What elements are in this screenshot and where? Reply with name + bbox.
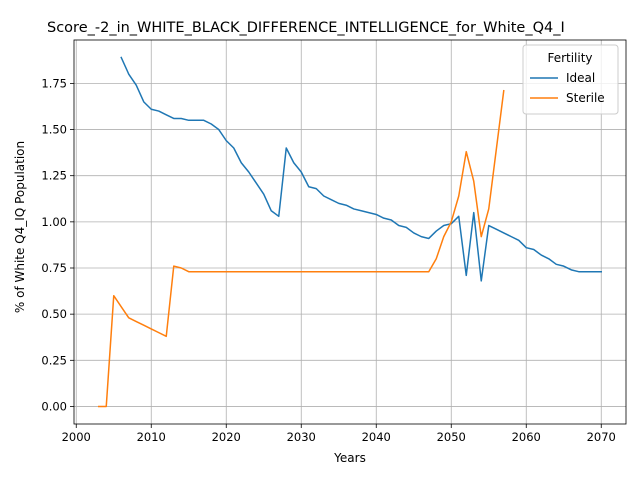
x-tick-label: 2020 [212, 430, 241, 444]
x-tick-label: 2000 [62, 430, 91, 444]
y-axis-label: % of White Q4_IQ Population [13, 141, 27, 313]
x-tick-label: 2050 [437, 430, 466, 444]
x-tick-label: 2060 [512, 430, 541, 444]
series-line-sterile [98, 89, 505, 408]
plot-area [73, 39, 627, 425]
x-tick-label: 2070 [587, 430, 616, 444]
y-tick-label: 0.50 [41, 307, 67, 321]
x-tick-label: 2030 [287, 430, 316, 444]
y-tick-label: 1.25 [41, 169, 67, 183]
legend-label-sterile: Sterile [566, 91, 605, 105]
series-lines [98, 56, 602, 408]
x-axis-label: Years [333, 451, 366, 465]
x-tick-label: 2010 [137, 430, 166, 444]
x-tick-label: 2040 [362, 430, 391, 444]
y-tick-label: 1.50 [41, 123, 67, 137]
y-tick-label: 0.00 [41, 399, 67, 413]
legend-box [522, 44, 619, 115]
legend-label-ideal: Ideal [566, 71, 595, 85]
y-tick-label: 0.75 [41, 261, 67, 275]
y-tick-label: 0.25 [41, 353, 67, 367]
axis-ticks: 2000 2010 2020 2030 2040 2050 2060 2070 0.00 0.25… [41, 76, 616, 444]
legend: Fertility Ideal Sterile [522, 44, 619, 115]
y-tick-label: 1.00 [41, 215, 67, 229]
series-line-ideal [120, 56, 602, 282]
y-tick-label: 1.75 [41, 76, 67, 90]
legend-title: Fertility [547, 51, 592, 65]
chart-title: Score_-2_in_WHITE_BLACK_DIFFERENCE_INTEL… [47, 20, 565, 36]
